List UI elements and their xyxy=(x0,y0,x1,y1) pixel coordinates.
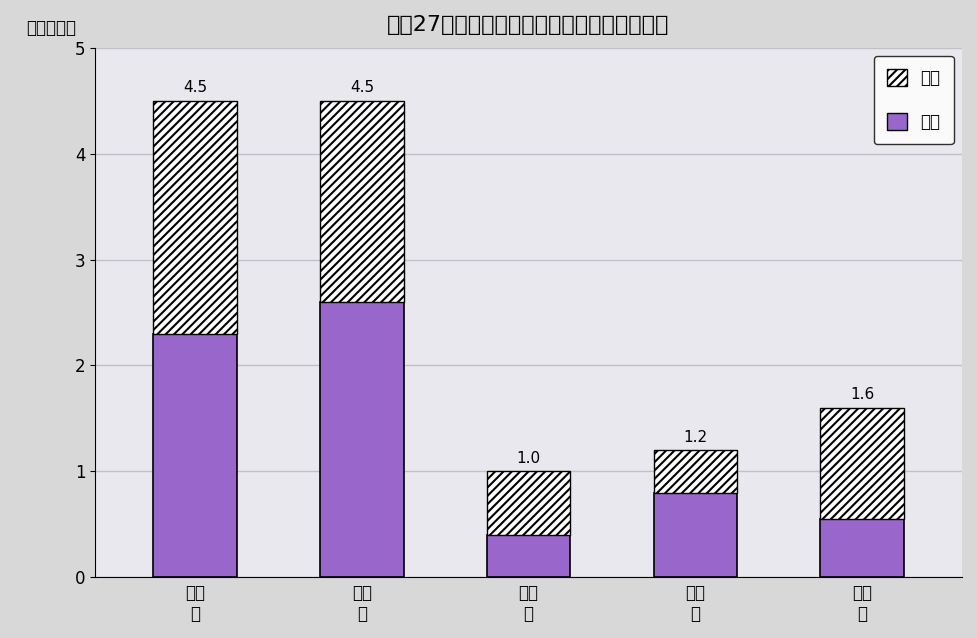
Legend: 小売, 卸売: 小売, 卸売 xyxy=(873,56,954,144)
Bar xyxy=(487,535,571,577)
Text: 1.0: 1.0 xyxy=(517,451,540,466)
Bar xyxy=(320,101,404,302)
Bar xyxy=(487,471,571,535)
Bar xyxy=(153,334,236,577)
Bar xyxy=(821,519,904,577)
Text: （千億円）: （千億円） xyxy=(25,19,76,37)
Text: 4.5: 4.5 xyxy=(183,80,207,95)
Title: 平成27年の市郡別年間商品販売額（鳥取県）: 平成27年の市郡別年間商品販売額（鳥取県） xyxy=(387,15,670,35)
Text: 1.6: 1.6 xyxy=(850,387,874,403)
Bar xyxy=(654,493,737,577)
Bar xyxy=(821,408,904,519)
Text: 1.2: 1.2 xyxy=(683,430,707,445)
Bar xyxy=(654,450,737,493)
Bar xyxy=(320,302,404,577)
Text: 4.5: 4.5 xyxy=(350,80,374,95)
Bar xyxy=(153,101,236,334)
